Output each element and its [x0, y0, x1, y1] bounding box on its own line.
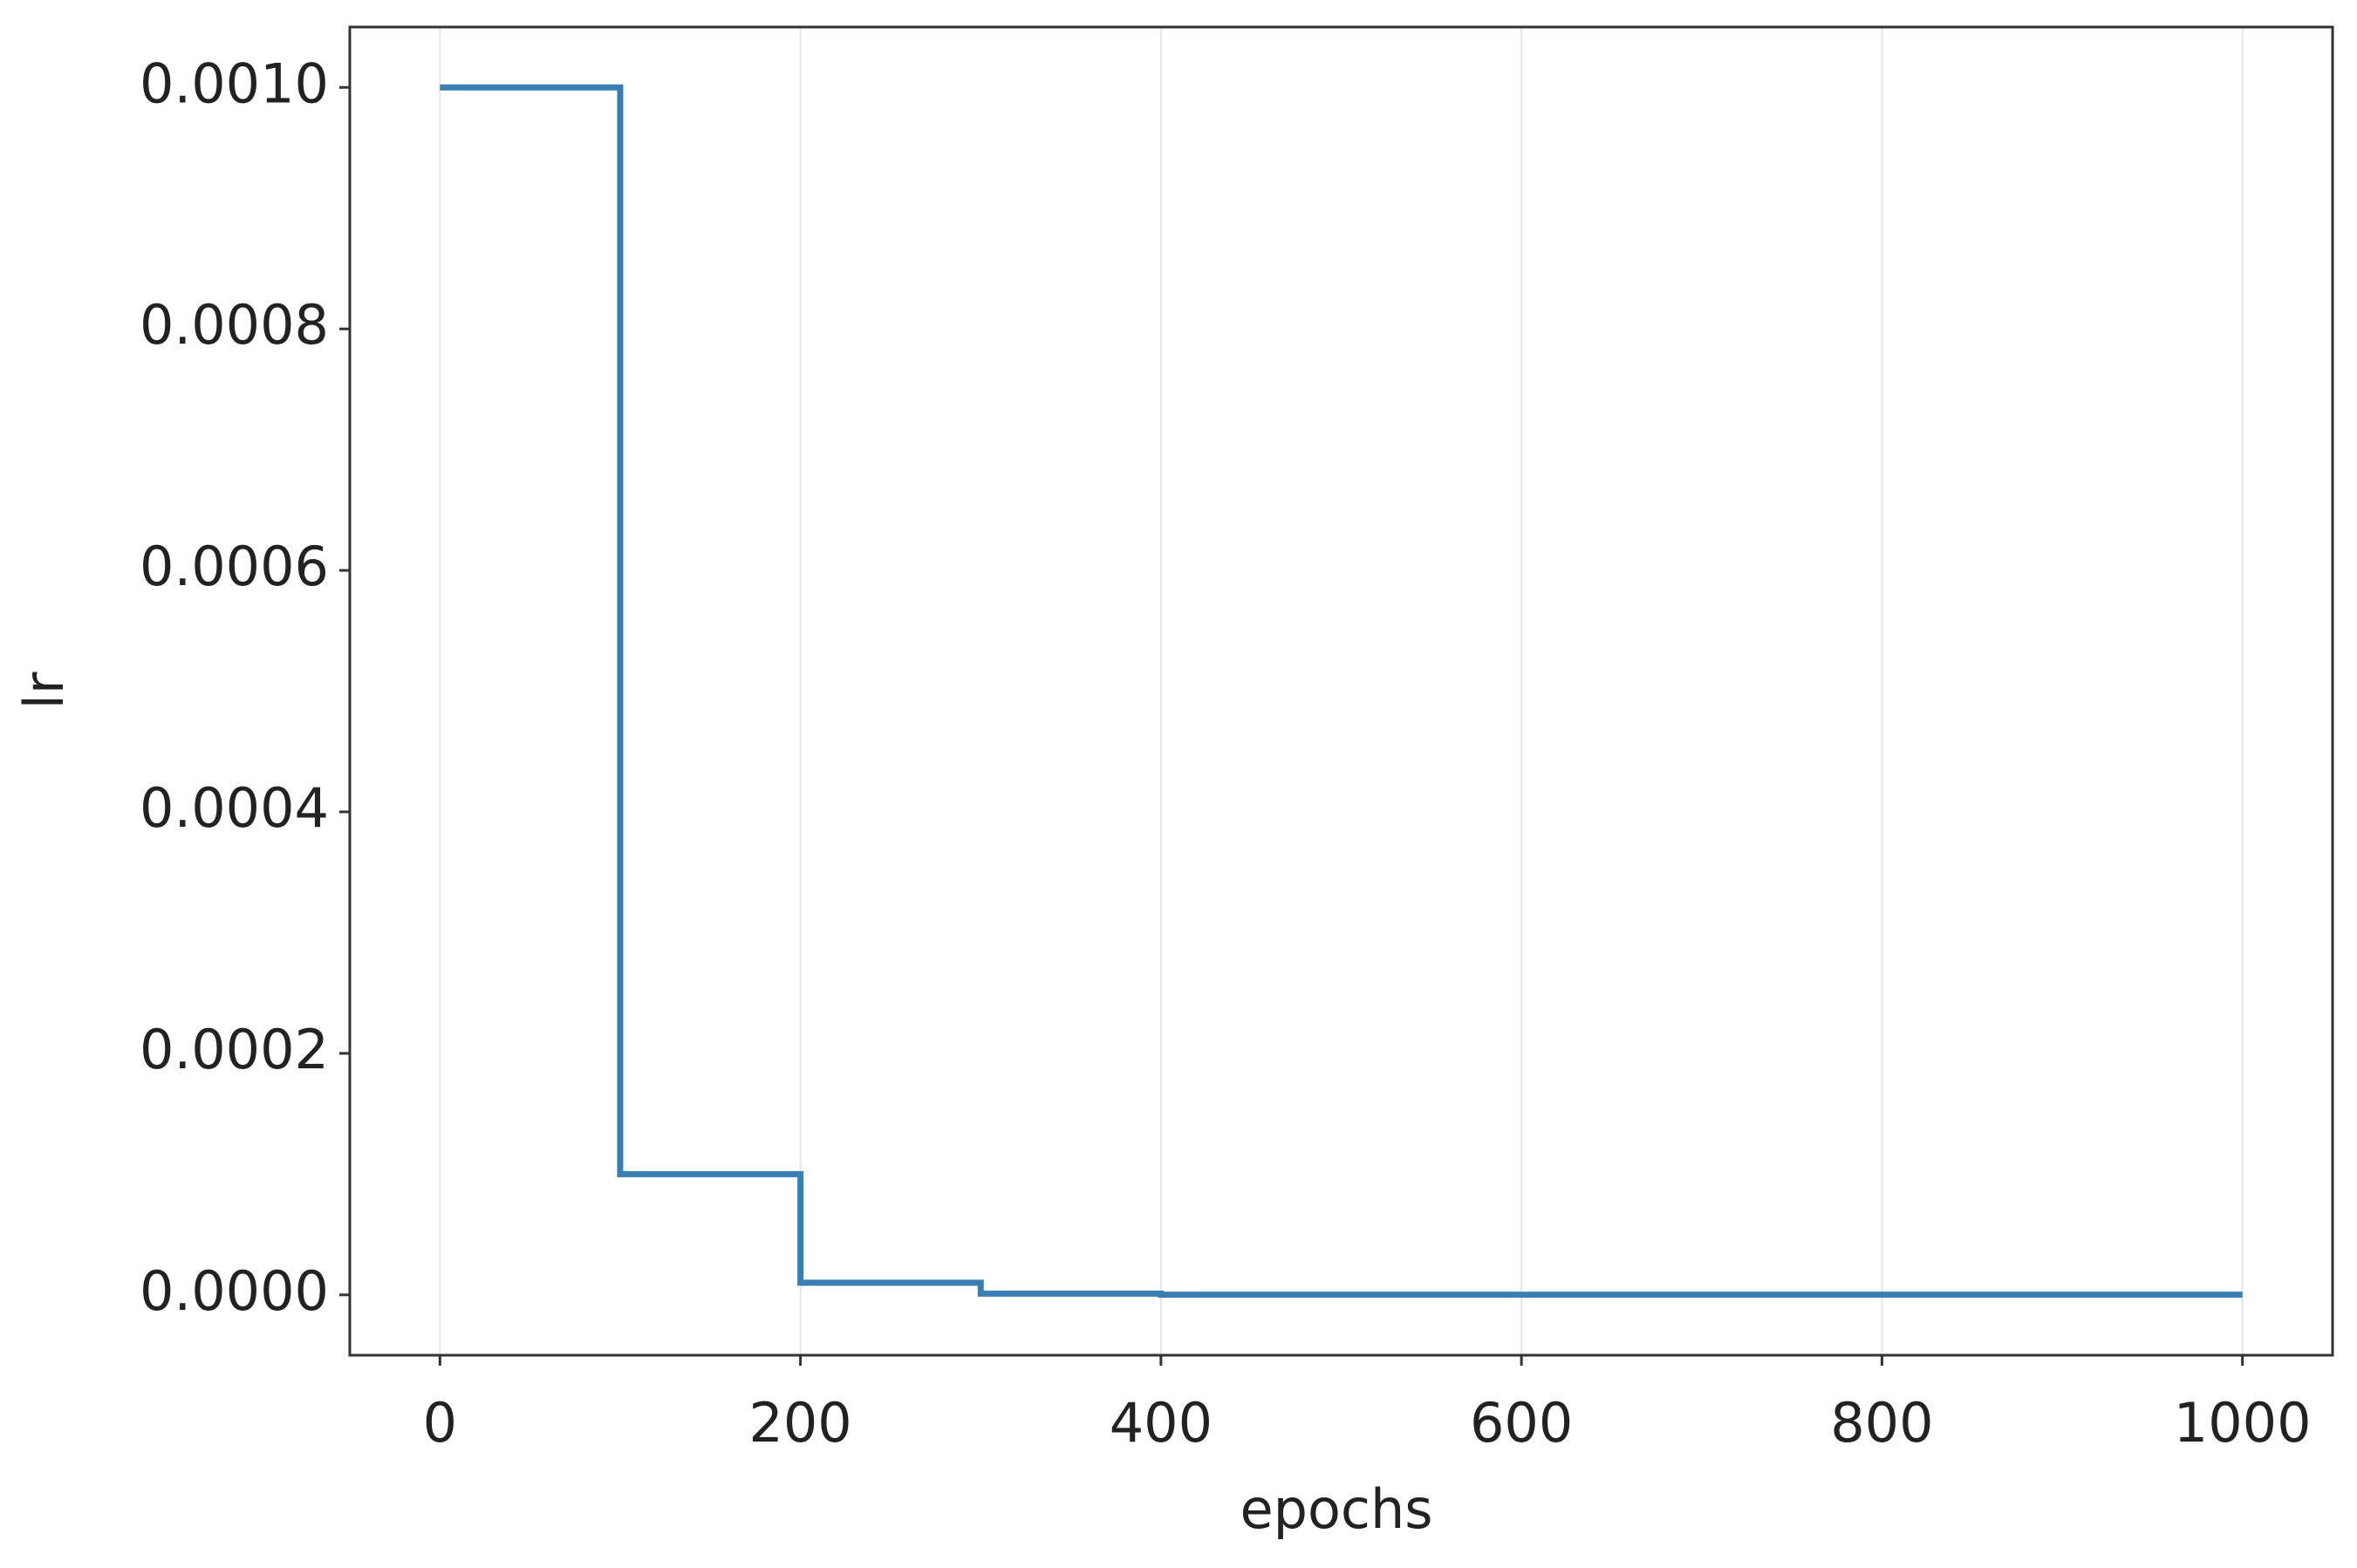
y-tick-label: 0.0000 — [140, 1259, 329, 1323]
x-tick-label: 1000 — [2174, 1391, 2312, 1455]
x-tick-label: 400 — [1110, 1391, 1213, 1455]
y-tick-label: 0.0002 — [140, 1018, 329, 1081]
y-tick-label: 0.0010 — [140, 51, 329, 115]
x-tick-label: 600 — [1470, 1391, 1573, 1455]
x-tick-label: 200 — [748, 1391, 851, 1455]
line-series — [440, 84, 2243, 1299]
y-tick-label: 0.0006 — [140, 535, 329, 598]
y-tick-label: 0.0004 — [140, 776, 329, 840]
x-tick-label: 800 — [1830, 1391, 1933, 1455]
y-axis-label: lr — [12, 672, 76, 709]
x-axis-label: epochs — [1240, 1477, 1432, 1541]
x-tick-label: 0 — [423, 1391, 457, 1455]
y-tick-label: 0.0008 — [140, 293, 329, 357]
plot-frame — [348, 25, 2334, 1357]
